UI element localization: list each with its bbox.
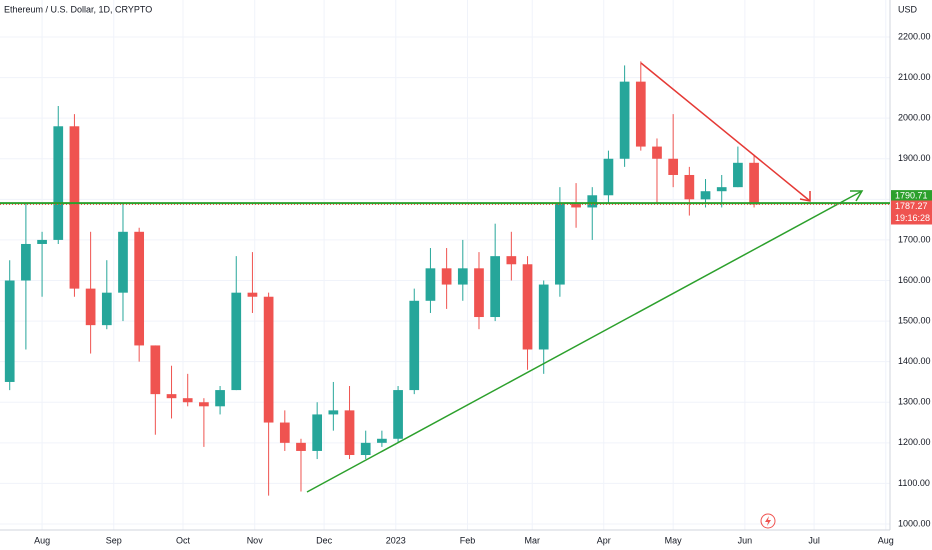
candle-body xyxy=(279,422,290,443)
y-tick-label: 1500.00 xyxy=(898,315,931,325)
y-tick-label: 1200.00 xyxy=(898,437,931,447)
candle-body xyxy=(215,390,225,407)
candle-body xyxy=(733,162,743,188)
y-tick-label: 2000.00 xyxy=(898,113,931,123)
candle-body xyxy=(263,296,274,423)
candle-body xyxy=(538,284,549,350)
candle-body xyxy=(199,402,209,407)
candle-body xyxy=(441,268,452,285)
candle-body xyxy=(182,398,193,403)
candle-body xyxy=(652,146,662,159)
candle-body xyxy=(118,231,128,293)
y-tick-label: 1600.00 xyxy=(898,275,931,285)
grid xyxy=(0,0,890,530)
candle-body xyxy=(457,268,468,285)
x-tick-label: Aug xyxy=(34,535,50,545)
candle-body xyxy=(684,174,695,200)
candle-body xyxy=(101,292,112,326)
y-tick-label: 2200.00 xyxy=(898,31,931,41)
candle-body xyxy=(522,264,533,350)
x-tick-label: Sep xyxy=(106,535,122,545)
level-label-box xyxy=(891,190,932,203)
candle-body xyxy=(474,268,484,318)
support-arrow xyxy=(850,190,864,202)
candle-body xyxy=(716,187,727,192)
x-tick-label: Apr xyxy=(597,535,611,545)
x-tick-label: 2023 xyxy=(386,535,406,545)
y-tick-label: 1700.00 xyxy=(898,234,931,244)
currency: USD xyxy=(898,4,918,14)
candle-body xyxy=(231,292,242,391)
chart-title: Ethereum / U.S. Dollar, 1D, CRYPTO xyxy=(4,4,152,14)
resistance-trendline xyxy=(640,62,811,202)
x-tick-label: Dec xyxy=(316,535,333,545)
x-tick-label: Aug xyxy=(878,535,894,545)
candle-body xyxy=(555,203,565,285)
candle-body xyxy=(69,126,80,289)
candle-body xyxy=(134,231,145,346)
candle-body xyxy=(377,438,387,443)
candle-body xyxy=(587,195,598,208)
candle-body xyxy=(21,243,31,281)
x-tick-label: Nov xyxy=(247,535,264,545)
last-price-box xyxy=(891,200,932,225)
x-tick-label: May xyxy=(665,535,683,545)
x-tick-label: Mar xyxy=(524,535,540,545)
candle-body xyxy=(166,394,177,399)
event-icon[interactable] xyxy=(760,513,776,529)
candle-body xyxy=(749,162,759,205)
resistance-arrow xyxy=(799,191,811,202)
candle-body xyxy=(37,239,47,244)
candle-body xyxy=(506,256,517,265)
candles xyxy=(4,61,759,496)
candle-body xyxy=(571,203,581,208)
y-tick-label: 1900.00 xyxy=(898,153,931,163)
countdown-label: 19:16:28 xyxy=(895,213,930,223)
candle-body xyxy=(85,288,96,326)
y-tick-label: 1400.00 xyxy=(898,356,931,366)
candle-body xyxy=(4,280,15,382)
candle-body xyxy=(393,390,403,439)
candle-body xyxy=(425,268,436,301)
candle-body xyxy=(490,256,501,318)
candle-body xyxy=(603,158,614,196)
candle-body xyxy=(409,300,420,391)
last-price-label: 1787.27 xyxy=(895,201,928,211)
candle-body xyxy=(344,410,355,456)
candle-body xyxy=(296,442,306,451)
x-tick-label: Oct xyxy=(176,535,191,545)
y-tick-label: 1300.00 xyxy=(898,397,931,407)
candle-body xyxy=(360,442,371,456)
candle-body xyxy=(619,81,630,159)
level-label: 1790.71 xyxy=(895,190,928,200)
y-tick-label: 1100.00 xyxy=(898,478,930,488)
candle-body xyxy=(150,345,161,395)
candle-body xyxy=(668,158,679,175)
candle-body xyxy=(328,410,339,415)
candle-body xyxy=(247,292,258,297)
drawings xyxy=(306,62,864,493)
x-tick-label: Jul xyxy=(808,535,820,545)
support-trendline xyxy=(306,190,863,493)
x-tick-label: Feb xyxy=(460,535,476,545)
candle-body xyxy=(700,191,711,200)
x-tick-label: Jun xyxy=(738,535,753,545)
candle-body xyxy=(635,81,646,147)
y-tick-label: 1000.00 xyxy=(898,518,931,528)
candle-body xyxy=(53,126,64,240)
event-bolt xyxy=(765,516,771,526)
candle-body xyxy=(312,414,323,451)
y-tick-label: 2100.00 xyxy=(898,72,931,82)
